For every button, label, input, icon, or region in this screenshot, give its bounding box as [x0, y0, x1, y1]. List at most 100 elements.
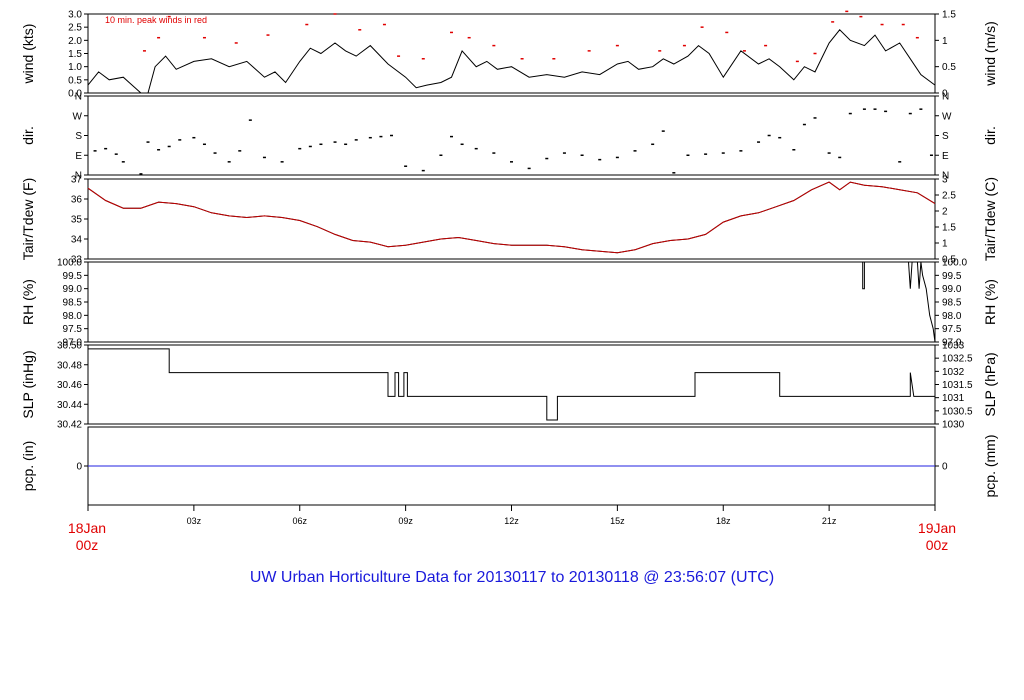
direction-mark	[527, 167, 531, 170]
direction-mark	[919, 108, 923, 110]
direction-mark	[884, 110, 888, 113]
direction-mark	[929, 154, 933, 156]
direction-mark	[213, 152, 217, 154]
direction-mark	[739, 150, 743, 152]
y-tick-label-left: 2.5	[68, 23, 82, 34]
y-tick-label-right: 2	[942, 207, 948, 218]
direction-mark	[319, 143, 323, 146]
direction-mark	[104, 147, 108, 150]
y-tick-label-right: E	[942, 151, 949, 162]
y-tick-label-left: 30.44	[57, 400, 82, 411]
x-start-date: 18Jan	[68, 520, 106, 536]
direction-mark	[178, 139, 182, 141]
wind-peak-note: 10 min. peak winds in red	[105, 15, 207, 25]
direction-mark	[354, 139, 358, 141]
direction-mark	[633, 150, 637, 152]
series-line-wind	[87, 29, 936, 94]
y-tick-label-right: 1030	[942, 420, 965, 431]
direction-mark	[848, 112, 852, 115]
y-tick-label-right: W	[942, 111, 952, 122]
direction-mark	[139, 173, 143, 175]
peak-wind-mark	[813, 52, 817, 55]
direction-mark	[873, 108, 877, 110]
direction-mark	[838, 156, 842, 159]
peak-wind-mark	[682, 44, 686, 47]
direction-mark	[545, 157, 549, 160]
peak-wind-mark	[725, 31, 729, 34]
y-axis-label-left: RH (%)	[20, 279, 36, 325]
peak-wind-mark	[587, 50, 591, 52]
peak-wind-mark	[234, 42, 238, 44]
y-tick-label-right: 1	[942, 36, 948, 47]
peak-wind-mark	[901, 23, 905, 26]
direction-mark	[114, 153, 118, 155]
y-axis-label-right: Tair/Tdew (C)	[982, 177, 998, 261]
y-tick-label-left: 100.0	[57, 258, 82, 269]
direction-mark	[368, 136, 372, 139]
direction-mark	[93, 150, 97, 152]
series-line-rh	[88, 261, 936, 343]
peak-wind-mark	[658, 50, 662, 52]
y-tick-label-left: 30.48	[57, 360, 82, 371]
y-tick-label-right: 99.5	[942, 271, 962, 282]
direction-mark	[404, 165, 408, 167]
peak-wind-mark	[915, 36, 919, 39]
y-tick-label-right: 1032	[942, 367, 965, 378]
y-tick-label-left: 3.0	[68, 10, 82, 21]
peak-wind-mark	[859, 15, 863, 18]
direction-mark	[562, 152, 566, 154]
y-axis-label-left: SLP (inHg)	[20, 350, 36, 418]
direction-mark	[450, 135, 454, 138]
panel-rh: 97.0 97.5 98.0 98.5 99.0 99.5 100.0 97.0 97.5 98.…	[20, 258, 998, 349]
y-tick-label-right: 0	[942, 89, 948, 100]
direction-mark	[379, 135, 383, 138]
direction-mark	[792, 149, 796, 151]
direction-mark	[167, 145, 171, 148]
direction-mark	[421, 169, 425, 172]
series-line-temp	[87, 181, 936, 254]
direction-mark	[721, 152, 725, 154]
y-tick-label-right: 1.5	[942, 10, 956, 21]
direction-mark	[121, 161, 125, 163]
direction-mark	[280, 161, 284, 163]
direction-mark	[757, 141, 761, 143]
peak-wind-mark	[520, 58, 524, 60]
y-tick-label-left: 33	[71, 255, 83, 266]
panel-frame	[87, 344, 936, 425]
y-tick-label-left: 97.5	[63, 324, 83, 335]
y-tick-label-right: 0.5	[942, 255, 956, 266]
x-tick-label: 15z	[610, 516, 625, 526]
peak-wind-mark	[880, 23, 884, 26]
panel-frame	[87, 95, 936, 176]
x-tick-label: 03z	[187, 516, 202, 526]
y-tick-label-left: 1.0	[68, 62, 82, 73]
direction-mark	[248, 119, 252, 121]
y-tick-label-left: E	[75, 151, 82, 162]
y-tick-label-right: 97.5	[942, 324, 962, 335]
x-tick-label: 06z	[292, 516, 307, 526]
direction-mark	[704, 153, 708, 155]
direction-mark	[492, 152, 496, 154]
direction-mark	[510, 161, 513, 163]
y-tick-label-left: 99.5	[63, 271, 83, 282]
y-axis-label-right: RH (%)	[982, 279, 998, 325]
direction-mark	[157, 149, 161, 151]
peak-wind-mark	[764, 44, 768, 47]
y-axis-label-left: Tair/Tdew (F)	[20, 178, 36, 260]
direction-mark	[615, 156, 619, 159]
direction-mark	[767, 134, 771, 137]
y-tick-label-right: 1033	[942, 341, 965, 352]
x-tick-label: 12z	[504, 516, 519, 526]
peak-wind-mark	[397, 55, 401, 57]
y-tick-label-right: 1032.5	[942, 354, 973, 365]
y-tick-label-right: 100.0	[942, 258, 967, 269]
direction-mark	[672, 172, 676, 174]
y-tick-label-left: 99.0	[63, 284, 83, 295]
x-end-hour: 00z	[926, 537, 949, 553]
y-tick-label-left: 97.0	[63, 338, 83, 349]
y-tick-label-left: 37	[71, 175, 83, 186]
y-axis-label-left: wind (kts)	[20, 24, 36, 85]
x-tick-label: 21z	[822, 516, 837, 526]
y-tick-label-left: 30.50	[57, 341, 82, 352]
